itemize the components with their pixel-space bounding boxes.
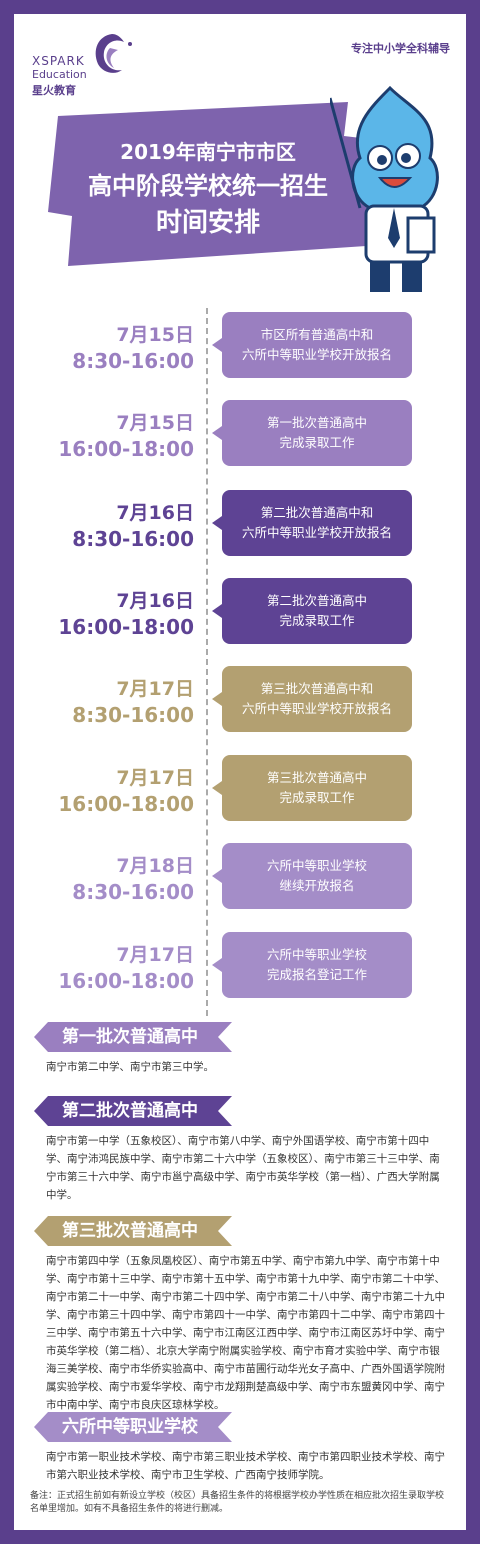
schedule-event-box: 六所中等职业学校 继续开放报名 — [212, 843, 412, 909]
schedule-item: 7月17日 16:00-18:00 第三批次普通高中 完成录取工作 — [0, 755, 480, 825]
schedule-day: 7月16日 — [116, 502, 194, 524]
event-line2: 完成录取工作 — [279, 435, 355, 450]
schedule-event-box: 市区所有普通高中和六所中等职业学校开放报名 — [212, 312, 412, 378]
flame-mascot-icon — [330, 85, 439, 292]
schedule-day: 7月17日 — [116, 767, 194, 789]
brand-name-cn: 星火教育 — [32, 84, 76, 97]
section-title: 第三批次普通高中 — [34, 1216, 232, 1246]
event-line1: 第三批次普通高中 — [266, 770, 367, 785]
pointer-arrow-icon — [212, 781, 222, 795]
schedule-event-box: 第二批次普通高中 完成录取工作 — [212, 578, 412, 644]
footnote: 备注：正式招生前如有新设立学校（校区）具备招生条件的将根据学校办学性质在相应批次… — [30, 1491, 445, 1514]
schedule-item: 7月17日 16:00-18:00 六所中等职业学校 完成报名登记工作 — [0, 932, 480, 1002]
schedule-date: 7月17日 8:30-16:00 — [72, 676, 194, 728]
schedule-date: 7月18日 8:30-16:00 — [72, 853, 194, 905]
schedule-event-box: 第三批次普通高中和六所中等职业学校开放报名 — [212, 666, 412, 732]
schedule-item: 7月18日 8:30-16:00 六所中等职业学校 继续开放报名 — [0, 843, 480, 913]
schedule-date: 7月15日 16:00-18:00 — [58, 410, 194, 462]
pointer-arrow-icon — [212, 958, 222, 972]
event-line2: 完成报名登记工作 — [266, 967, 367, 982]
event-line2: 继续开放报名 — [279, 878, 355, 893]
pointer-arrow-icon — [212, 426, 222, 440]
schedule-event-box: 第二批次普通高中和六所中等职业学校开放报名 — [212, 490, 412, 556]
spark-logo-icon — [95, 34, 132, 73]
pointer-arrow-icon — [212, 692, 222, 706]
schedule-time: 8:30-16:00 — [72, 880, 194, 904]
event-line1: 市区所有普通高中和 — [260, 327, 374, 342]
schedule-date: 7月17日 16:00-18:00 — [58, 765, 194, 817]
event-line2: 六所中等职业学校开放报名 — [241, 347, 392, 362]
brand-slogan: 专注中小学全科辅导 — [351, 42, 450, 55]
schedule-date: 7月17日 16:00-18:00 — [58, 942, 194, 994]
event-line2: 完成录取工作 — [279, 613, 355, 628]
event-line1: 第二批次普通高中和 — [260, 505, 374, 520]
event-line2: 完成录取工作 — [279, 790, 355, 805]
brand-name-en2: Education — [32, 68, 87, 81]
event-line1: 第二批次普通高中 — [266, 593, 367, 608]
schedule-time: 8:30-16:00 — [72, 527, 194, 551]
schedule-date: 7月15日 8:30-16:00 — [72, 322, 194, 374]
event-line1: 六所中等职业学校 — [266, 858, 367, 873]
schedule-time: 16:00-18:00 — [58, 437, 194, 461]
pointer-arrow-icon — [212, 604, 222, 618]
schedule-day: 7月18日 — [116, 855, 194, 877]
schedule-day: 7月17日 — [116, 944, 194, 966]
schedule-day: 7月15日 — [116, 324, 194, 346]
brand-name-en1: XSPARK — [32, 54, 85, 68]
pointer-arrow-icon — [212, 869, 222, 883]
schedule-time: 16:00-18:00 — [58, 615, 194, 639]
schedule-date: 7月16日 16:00-18:00 — [58, 588, 194, 640]
schedule-day: 7月15日 — [116, 412, 194, 434]
schedule-time: 16:00-18:00 — [58, 792, 194, 816]
section-title: 六所中等职业学校 — [34, 1412, 232, 1442]
title-banner-shape — [48, 102, 378, 266]
schedule-item: 7月15日 16:00-18:00 第一批次普通高中 完成录取工作 — [0, 400, 480, 470]
event-line2: 六所中等职业学校开放报名 — [241, 701, 392, 716]
section-school-list: 南宁市第四中学（五象凤凰校区）、南宁市第五中学、南宁市第九中学、南宁市第十中学、… — [46, 1255, 445, 1411]
schedule-time: 16:00-18:00 — [58, 969, 194, 993]
banner-title-line3: 时间安排 — [155, 208, 260, 238]
event-line1: 六所中等职业学校 — [266, 947, 367, 962]
schedule-day: 7月17日 — [116, 678, 194, 700]
schedule-day: 7月16日 — [116, 590, 194, 612]
pointer-arrow-icon — [212, 338, 222, 352]
section-title: 第二批次普通高中 — [34, 1096, 232, 1126]
schedule-item: 7月15日 8:30-16:00 市区所有普通高中和六所中等职业学校开放报名 — [0, 312, 480, 382]
event-line1: 第三批次普通高中和 — [260, 681, 374, 696]
section-school-list: 南宁市第二中学、南宁市第三中学。 — [46, 1061, 214, 1073]
schedule-item: 7月16日 8:30-16:00 第二批次普通高中和六所中等职业学校开放报名 — [0, 490, 480, 560]
schedule-item: 7月16日 16:00-18:00 第二批次普通高中 完成录取工作 — [0, 578, 480, 648]
banner-title-line2: 高中阶段学校统一招生 — [88, 172, 328, 200]
schedule-date: 7月16日 8:30-16:00 — [72, 500, 194, 552]
section-school-list: 南宁市第一中学（五象校区）、南宁市第八中学、南宁外国语学校、南宁市第十四中学、南… — [46, 1135, 440, 1201]
schedule-event-box: 第一批次普通高中 完成录取工作 — [212, 400, 412, 466]
schedule-item: 7月17日 8:30-16:00 第三批次普通高中和六所中等职业学校开放报名 — [0, 666, 480, 736]
pointer-arrow-icon — [212, 516, 222, 530]
schedule-event-box: 六所中等职业学校 完成报名登记工作 — [212, 932, 412, 998]
event-line1: 第一批次普通高中 — [266, 415, 367, 430]
section-school-list: 南宁市第一职业技术学校、南宁市第三职业技术学校、南宁市第四职业技术学校、南宁市第… — [46, 1451, 445, 1481]
timeline-dashed-line — [206, 308, 208, 1016]
schedule-time: 8:30-16:00 — [72, 349, 194, 373]
schedule-time: 8:30-16:00 — [72, 703, 194, 727]
section-title: 第一批次普通高中 — [34, 1022, 232, 1052]
banner-title-line1: 2019年南宁市市区 — [120, 140, 296, 164]
schedule-event-box: 第三批次普通高中 完成录取工作 — [212, 755, 412, 821]
event-line2: 六所中等职业学校开放报名 — [241, 525, 392, 540]
